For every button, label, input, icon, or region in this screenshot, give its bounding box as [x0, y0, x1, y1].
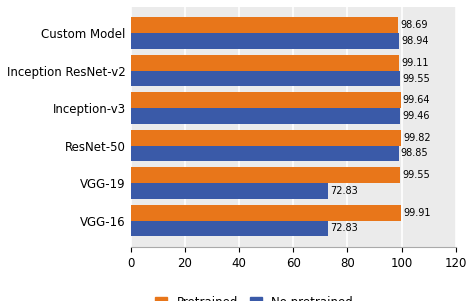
- Text: 98.85: 98.85: [401, 148, 428, 159]
- Bar: [130, 183, 328, 199]
- Text: 99.82: 99.82: [403, 133, 431, 143]
- Text: 98.69: 98.69: [400, 20, 428, 30]
- Bar: [130, 17, 398, 33]
- Text: 99.11: 99.11: [401, 58, 429, 68]
- Bar: [130, 55, 399, 71]
- Bar: [130, 146, 399, 161]
- Bar: [130, 108, 400, 124]
- Bar: [130, 205, 401, 221]
- Text: 72.83: 72.83: [330, 186, 358, 196]
- Legend: Pretrained, No pretrained: Pretrained, No pretrained: [155, 296, 353, 301]
- Bar: [130, 92, 401, 108]
- Text: 99.55: 99.55: [402, 170, 430, 180]
- Bar: [130, 167, 401, 183]
- Text: 99.64: 99.64: [403, 95, 430, 105]
- Bar: [130, 33, 399, 49]
- Text: 98.94: 98.94: [401, 36, 428, 46]
- Text: 99.46: 99.46: [402, 111, 430, 121]
- Text: 99.91: 99.91: [403, 208, 431, 218]
- Bar: [130, 221, 328, 236]
- Text: 72.83: 72.83: [330, 223, 358, 234]
- Text: 99.55: 99.55: [402, 73, 430, 84]
- Bar: [130, 71, 401, 86]
- Bar: [130, 130, 401, 146]
